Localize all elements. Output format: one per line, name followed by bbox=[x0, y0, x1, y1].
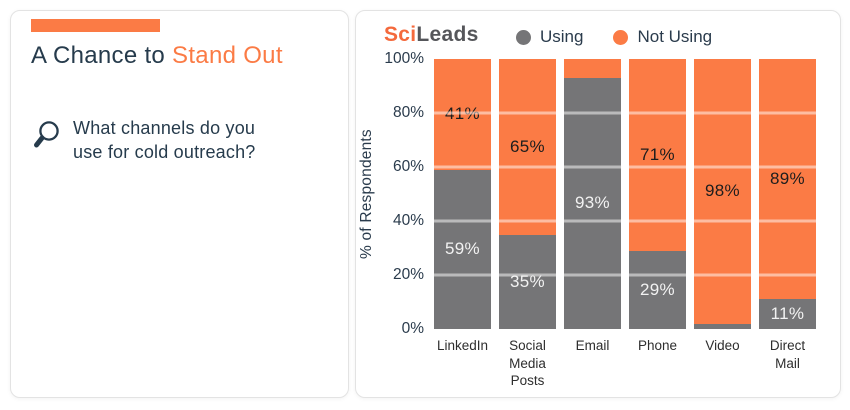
legend-dot bbox=[613, 29, 629, 45]
bar-value-label: 35% bbox=[510, 271, 545, 291]
legend-label: Using bbox=[540, 27, 584, 46]
bar-segment-using bbox=[694, 323, 751, 329]
bar-value-label: 29% bbox=[640, 279, 675, 299]
x-axis-label: LinkedIn bbox=[436, 338, 489, 353]
bar-value-label: 93% bbox=[575, 193, 610, 213]
bar-value-label: 11% bbox=[770, 304, 805, 324]
gridline bbox=[434, 273, 816, 277]
chart-legend: Using Not Using bbox=[516, 27, 712, 47]
bar-segment-using: 93% bbox=[564, 77, 621, 329]
gridline bbox=[434, 165, 816, 169]
plot-area: 41%59% 65% 35% 93% 71% 29% 98% 89% 11% bbox=[434, 59, 816, 329]
intro-panel: A Chance to Stand Out What channels do y… bbox=[10, 10, 349, 398]
y-tick-label: 100% bbox=[384, 50, 424, 67]
bar-segment-using: 11% bbox=[759, 299, 816, 329]
question-text: What channels do you use for cold outrea… bbox=[73, 116, 256, 165]
bar-segment-not-using: 98% bbox=[694, 59, 751, 324]
logo-sci: Sci bbox=[384, 23, 417, 46]
bar-value-label: 65% bbox=[510, 136, 545, 156]
y-tick-label: 0% bbox=[401, 320, 424, 337]
bar-value-label: 98% bbox=[705, 181, 740, 201]
y-tick-label: 80% bbox=[392, 104, 424, 121]
bar-column-direct-mail: 89% 11% bbox=[759, 59, 816, 329]
y-axis-ticks: 0% 20% 40% 60% 80% 100% bbox=[382, 50, 428, 337]
x-axis-label: Phone bbox=[637, 338, 678, 353]
legend-label: Not Using bbox=[637, 27, 713, 46]
y-tick-label: 40% bbox=[392, 212, 424, 229]
legend-item-not-using: Not Using bbox=[613, 27, 712, 47]
bar-segment-using: 59% bbox=[434, 169, 491, 329]
logo-leads: Leads bbox=[416, 23, 479, 46]
page-title-highlight: Stand Out bbox=[172, 42, 283, 69]
x-axis-label: Social Media Posts bbox=[509, 338, 546, 389]
gridline bbox=[434, 219, 816, 223]
legend-dot bbox=[516, 29, 531, 45]
y-axis-title: % of Respondents bbox=[358, 129, 375, 259]
y-tick-label: 60% bbox=[392, 158, 424, 175]
bar-value-label: 59% bbox=[445, 239, 480, 259]
chart-panel: SciLeads Using Not Using % of Respondent… bbox=[355, 10, 841, 398]
bar-segment-not-using: 89% bbox=[759, 59, 816, 300]
bar-segment-not-using bbox=[564, 59, 621, 78]
scileads-logo: SciLeads bbox=[384, 23, 479, 47]
gridline bbox=[434, 111, 816, 115]
x-axis-label: Direct Mail bbox=[769, 338, 806, 371]
question-line-2: use for cold outreach? bbox=[73, 142, 256, 163]
bar-value-label: 89% bbox=[770, 169, 805, 189]
bar-column-phone: 71% 29% bbox=[629, 59, 686, 329]
bar-column-email: 93% bbox=[564, 59, 621, 329]
bar-segment-using: 35% bbox=[499, 234, 556, 329]
accent-bar bbox=[31, 19, 160, 32]
bar-segment-using: 29% bbox=[629, 250, 686, 329]
question-block: What channels do you use for cold outrea… bbox=[31, 116, 328, 165]
magnifier-icon bbox=[31, 118, 63, 159]
page-title-prefix: A Chance to bbox=[31, 42, 173, 69]
legend-item-using: Using bbox=[516, 27, 583, 47]
x-axis-label: Video bbox=[705, 338, 740, 353]
y-tick-label: 20% bbox=[392, 266, 424, 283]
page-title: A Chance to Stand Out bbox=[31, 42, 328, 70]
bar-segment-not-using: 71% bbox=[629, 59, 686, 251]
x-axis-label: Email bbox=[575, 338, 610, 353]
x-axis-labels: LinkedIn Social Media Posts Email Phone Vide… bbox=[434, 337, 816, 390]
bar-value-label: 71% bbox=[640, 144, 675, 164]
bar-column-linkedin: 41%59% bbox=[434, 59, 491, 329]
bar-column-social-media-posts: 65% 35% bbox=[499, 59, 556, 329]
question-line-1: What channels do you bbox=[73, 118, 256, 138]
bar-segment-not-using: 65% bbox=[499, 59, 556, 235]
bar-column-video: 98% bbox=[694, 59, 751, 329]
